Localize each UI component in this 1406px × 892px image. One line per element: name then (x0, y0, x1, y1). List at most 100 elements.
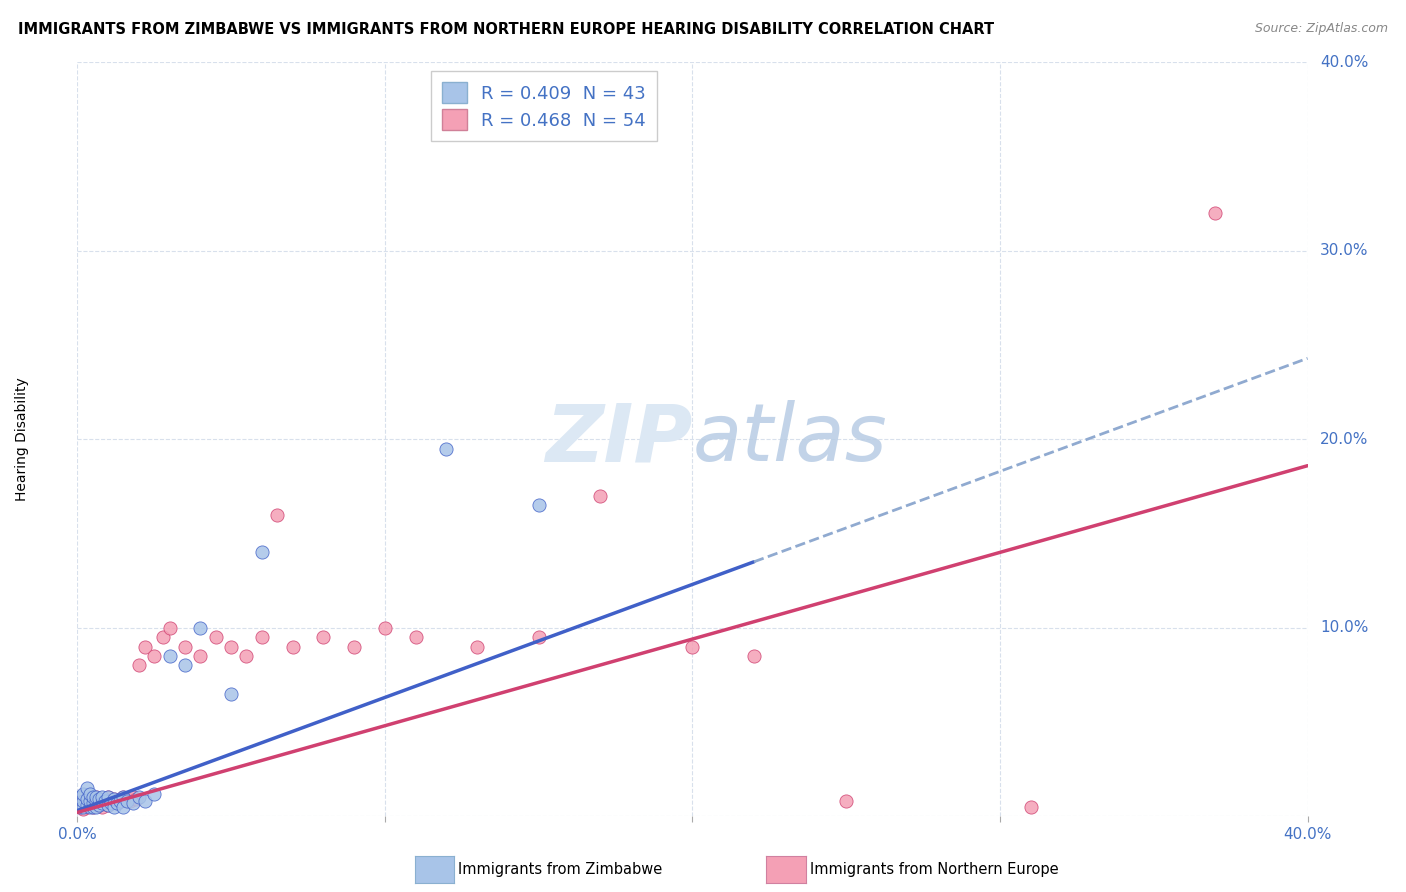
Point (105, 796, 128, 810)
Point (159, 621, 181, 635)
Point (84, 790, 107, 805)
Point (84, 790, 107, 805)
Point (69, 799, 91, 814)
Point (97, 790, 120, 805)
Point (405, 630, 427, 644)
Point (79, 794, 101, 808)
Point (69, 799, 91, 814)
Point (835, 794, 858, 808)
Point (72, 802, 94, 816)
Point (118, 794, 141, 808)
Point (103, 799, 125, 814)
Point (84, 796, 107, 810)
Point (112, 790, 135, 805)
Point (69, 790, 91, 805)
Point (97, 797, 120, 812)
Text: Source: ZipAtlas.com: Source: ZipAtlas.com (1254, 22, 1388, 36)
Point (110, 794, 132, 808)
Point (219, 640, 242, 654)
Point (87, 792, 110, 806)
Point (72, 796, 94, 810)
Text: 20.0%: 20.0% (1320, 432, 1368, 447)
Point (82, 792, 104, 806)
Point (742, 648, 765, 663)
Point (82, 796, 104, 810)
Point (682, 640, 704, 654)
Point (134, 794, 156, 808)
Point (82, 799, 104, 814)
Point (152, 630, 174, 644)
Point (87, 792, 110, 806)
Point (374, 621, 396, 635)
Point (121, 796, 143, 810)
Point (82, 790, 104, 805)
Point (79, 787, 101, 801)
Point (125, 792, 148, 806)
Point (115, 794, 138, 808)
Point (589, 489, 612, 503)
Point (343, 640, 366, 654)
Text: atlas: atlas (693, 401, 887, 478)
Point (90, 790, 114, 805)
Point (188, 621, 212, 635)
Point (174, 640, 197, 654)
Point (112, 790, 135, 805)
Text: Hearing Disability: Hearing Disability (15, 377, 30, 501)
Point (204, 630, 226, 644)
Point (436, 442, 458, 456)
Point (72, 787, 94, 801)
Point (159, 648, 181, 663)
Point (143, 787, 166, 801)
Point (100, 794, 122, 808)
Point (72, 794, 94, 808)
Point (94, 796, 117, 810)
Point (174, 658, 197, 673)
Point (465, 640, 488, 654)
Text: Immigrants from Northern Europe: Immigrants from Northern Europe (810, 863, 1059, 877)
Point (90, 794, 114, 808)
Point (1019, 799, 1042, 814)
Legend: R = 0.409  N = 43, R = 0.468  N = 54: R = 0.409 N = 43, R = 0.468 N = 54 (430, 71, 657, 141)
Point (188, 648, 212, 663)
Point (84, 799, 107, 814)
Point (76, 780, 98, 795)
Point (143, 648, 166, 663)
Point (84, 794, 107, 808)
Point (87, 797, 110, 812)
Point (105, 796, 128, 810)
Point (90, 799, 114, 814)
Point (312, 630, 335, 644)
Point (527, 630, 550, 644)
Point (76, 794, 98, 808)
Point (97, 797, 120, 812)
Point (97, 790, 120, 805)
Point (76, 799, 98, 814)
Point (250, 630, 273, 644)
Text: 10.0%: 10.0% (1320, 620, 1368, 635)
Point (82, 799, 104, 814)
Point (527, 498, 550, 512)
Point (79, 790, 101, 805)
Point (219, 687, 242, 701)
Point (69, 794, 91, 808)
Point (1204, 206, 1226, 220)
Text: IMMIGRANTS FROM ZIMBABWE VS IMMIGRANTS FROM NORTHERN EUROPE HEARING DISABILITY C: IMMIGRANTS FROM ZIMBABWE VS IMMIGRANTS F… (18, 22, 994, 37)
Point (128, 658, 150, 673)
Point (128, 790, 150, 805)
Point (235, 648, 257, 663)
Text: Immigrants from Zimbabwe: Immigrants from Zimbabwe (458, 863, 662, 877)
Point (103, 792, 125, 806)
Point (72, 799, 94, 814)
Point (134, 640, 156, 654)
Point (79, 799, 101, 814)
Point (110, 794, 132, 808)
Point (112, 799, 135, 814)
Point (121, 790, 143, 805)
Text: 40.0%: 40.0% (1320, 55, 1368, 70)
Point (87, 797, 110, 812)
Point (90, 796, 114, 810)
Point (115, 792, 138, 806)
Text: 30.0%: 30.0% (1320, 244, 1368, 259)
Point (266, 508, 288, 522)
Point (100, 796, 122, 810)
